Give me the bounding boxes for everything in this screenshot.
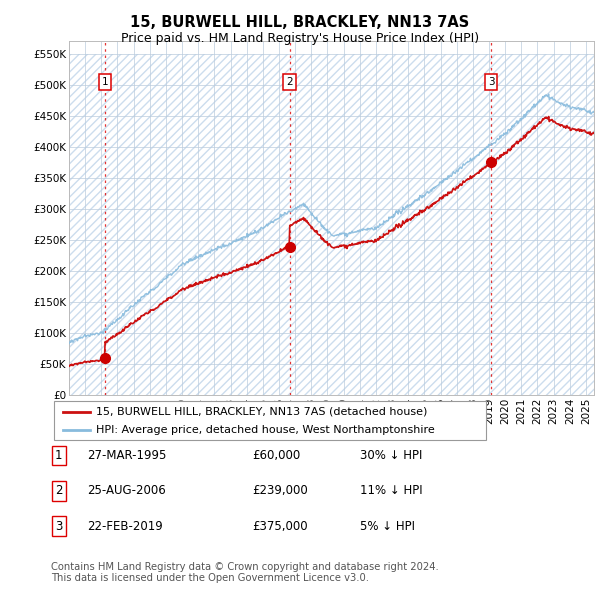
Text: 3: 3 <box>488 77 494 87</box>
Text: 15, BURWELL HILL, BRACKLEY, NN13 7AS: 15, BURWELL HILL, BRACKLEY, NN13 7AS <box>130 15 470 30</box>
Text: 2: 2 <box>286 77 293 87</box>
Text: Price paid vs. HM Land Registry's House Price Index (HPI): Price paid vs. HM Land Registry's House … <box>121 32 479 45</box>
Bar <box>69 271 594 302</box>
Text: 25-AUG-2006: 25-AUG-2006 <box>87 484 166 497</box>
Text: £60,000: £60,000 <box>252 449 300 462</box>
Text: £375,000: £375,000 <box>252 520 308 533</box>
Bar <box>69 116 594 147</box>
Text: 22-FEB-2019: 22-FEB-2019 <box>87 520 163 533</box>
Text: HPI: Average price, detached house, West Northamptonshire: HPI: Average price, detached house, West… <box>96 425 435 435</box>
Bar <box>69 302 594 333</box>
Text: 1: 1 <box>102 77 109 87</box>
Bar <box>69 178 594 209</box>
Text: £239,000: £239,000 <box>252 484 308 497</box>
Text: 2: 2 <box>55 484 62 497</box>
Bar <box>69 240 594 271</box>
Text: 1: 1 <box>55 449 62 462</box>
Bar <box>69 85 594 116</box>
Text: 11% ↓ HPI: 11% ↓ HPI <box>360 484 422 497</box>
Text: 15, BURWELL HILL, BRACKLEY, NN13 7AS (detached house): 15, BURWELL HILL, BRACKLEY, NN13 7AS (de… <box>96 407 427 417</box>
Text: 27-MAR-1995: 27-MAR-1995 <box>87 449 166 462</box>
Text: 5% ↓ HPI: 5% ↓ HPI <box>360 520 415 533</box>
Text: Contains HM Land Registry data © Crown copyright and database right 2024.
This d: Contains HM Land Registry data © Crown c… <box>51 562 439 584</box>
Bar <box>69 147 594 178</box>
Bar <box>69 54 594 85</box>
Bar <box>69 209 594 240</box>
Text: 3: 3 <box>55 520 62 533</box>
Text: 30% ↓ HPI: 30% ↓ HPI <box>360 449 422 462</box>
Bar <box>69 364 594 395</box>
Bar <box>69 333 594 364</box>
